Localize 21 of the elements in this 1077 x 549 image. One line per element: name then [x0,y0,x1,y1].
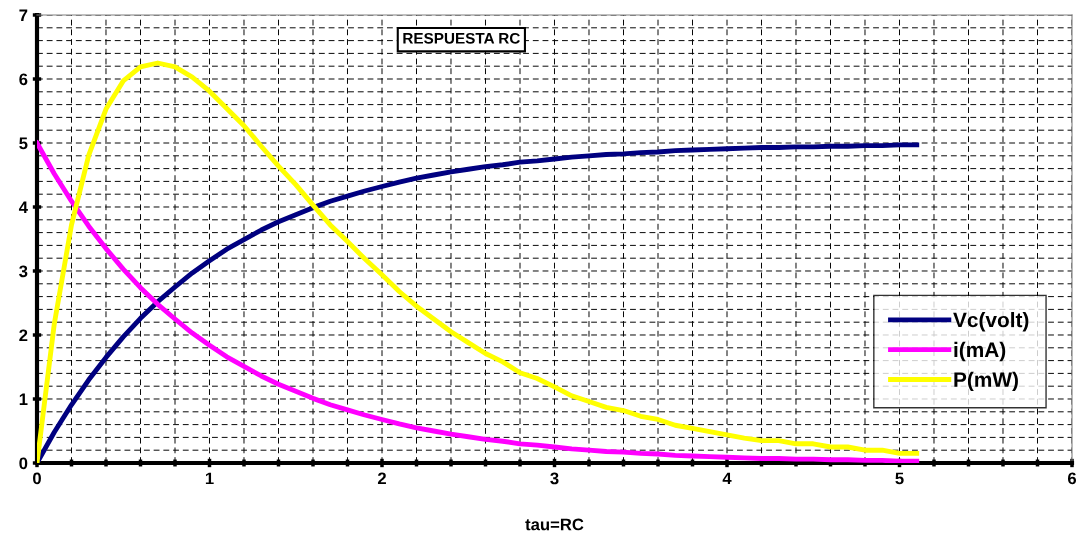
text: RESPUESTA RC [403,32,520,44]
x-axis-title: tau=RC [525,518,584,531]
x-tick-label: 4 [722,472,732,485]
y-tick-label: 1 [19,393,28,406]
x-tick-label: 3 [550,472,559,485]
x-tick-label: 2 [377,472,386,485]
y-tick-label: 5 [19,137,28,150]
x-tick-label: 0 [33,472,41,485]
legend-label: i(mA) [954,341,1006,362]
line-series [37,60,920,463]
y-tick-label: 2 [19,329,28,342]
y-tick-label: 6 [19,73,28,86]
y-tick-label: 3 [19,265,28,278]
y-tick-label: 4 [18,201,28,214]
y-tick-label: 7 [19,9,28,22]
legend-label: P(mW) [954,371,1018,392]
legend-label: Vc(volt) [953,312,1029,332]
x-tick-label: 6 [1067,472,1077,485]
x-tick-label: 1 [205,472,214,485]
x-tick-label: 5 [895,472,904,485]
y-tick-label: 0 [19,457,28,470]
